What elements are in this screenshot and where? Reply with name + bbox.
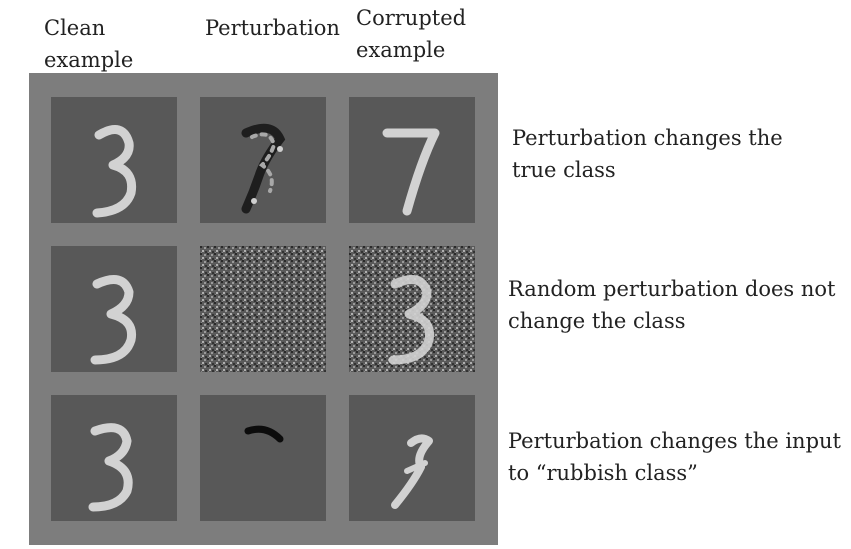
row-2-description: Random perturbation does not change the … bbox=[508, 277, 836, 333]
clean-digit-3-image bbox=[51, 97, 177, 223]
clean-digit-3-image bbox=[51, 395, 177, 521]
corrupted-digit-7-image bbox=[349, 97, 475, 223]
clean-digit-3-image bbox=[51, 246, 177, 372]
row-1-description: Perturbation changes the true class bbox=[512, 126, 783, 182]
header-clean-example: Clean example bbox=[44, 16, 134, 72]
corrupted-digit-1-image bbox=[349, 395, 475, 521]
image-grid bbox=[29, 73, 498, 545]
header-perturbation: Perturbation bbox=[205, 16, 340, 40]
perturbation-stroke-image bbox=[200, 395, 326, 521]
perturbation-image bbox=[200, 97, 326, 223]
corrupted-digit-3-noisy-image bbox=[349, 246, 475, 372]
row-3-description: Perturbation changes the input to “rubbi… bbox=[508, 429, 841, 485]
random-noise-image bbox=[200, 246, 326, 372]
header-corrupted-example: Corrupted example bbox=[356, 6, 467, 62]
